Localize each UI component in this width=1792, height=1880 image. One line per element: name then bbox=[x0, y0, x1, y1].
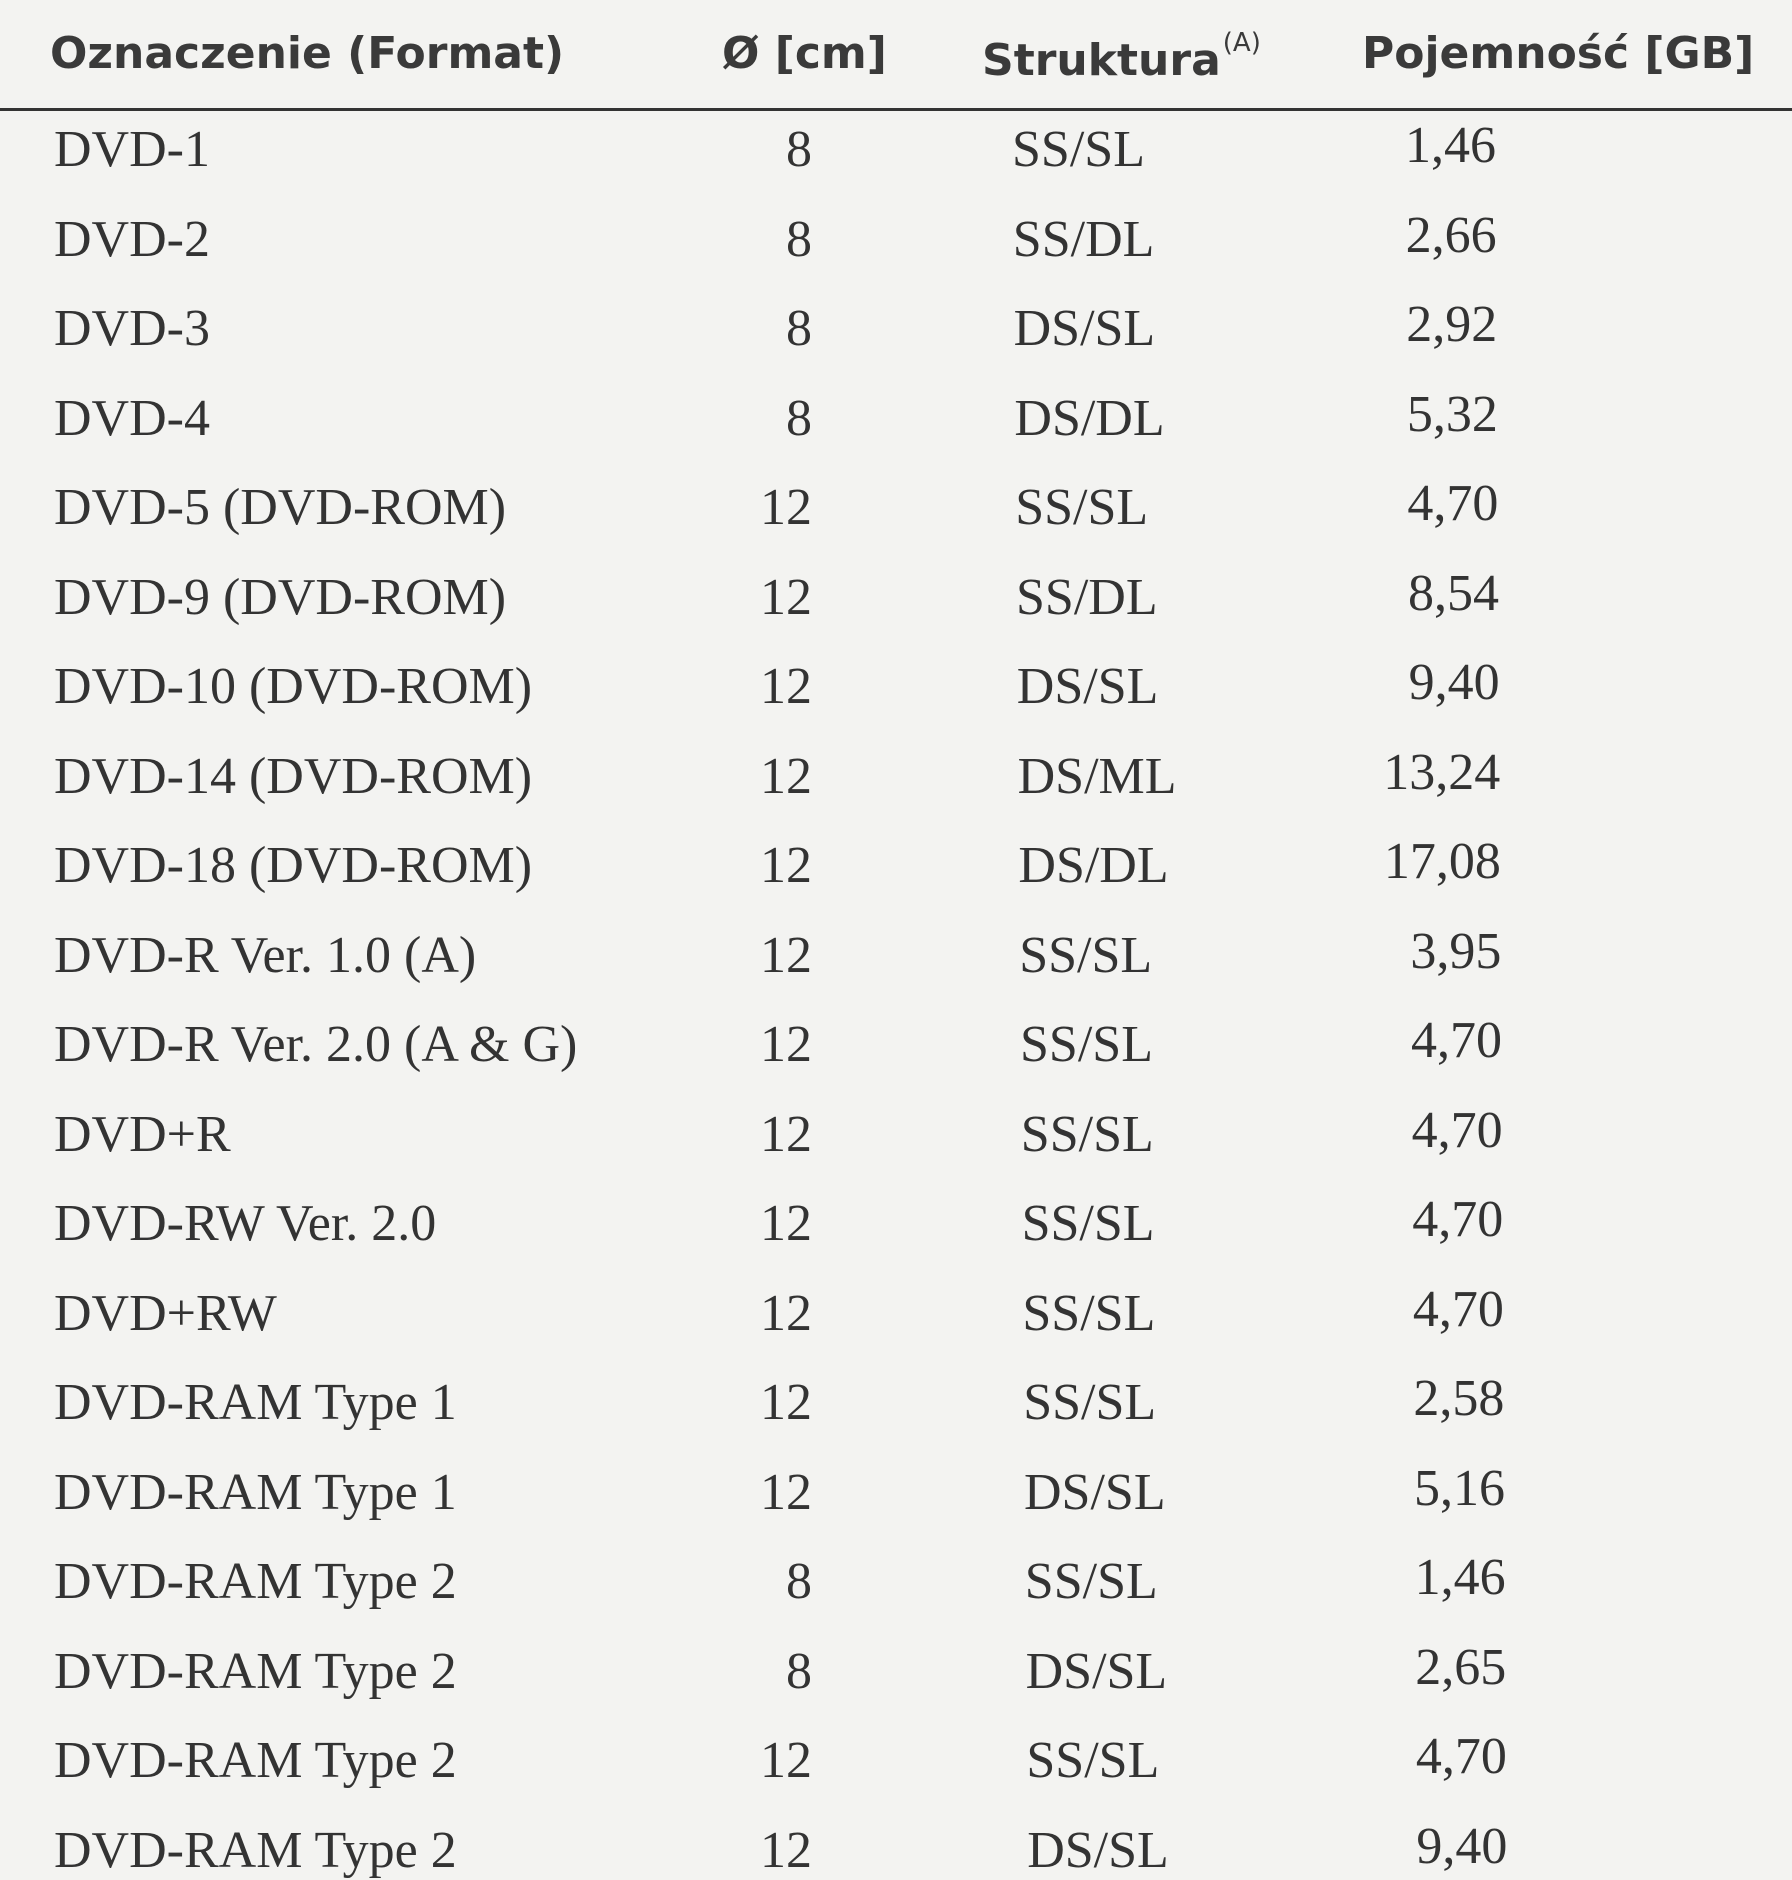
capacity-cell: 9,40 bbox=[1416, 1817, 1508, 1875]
diameter-cell: 12 bbox=[760, 1284, 812, 1342]
diameter-cell: 12 bbox=[760, 1016, 812, 1073]
structure-cell: SS/SL bbox=[1020, 1016, 1153, 1073]
format-cell: DVD-RW Ver. 2.0 bbox=[54, 1195, 437, 1252]
format-cell: DVD+R bbox=[54, 1105, 231, 1163]
capacity-cell: 3,95 bbox=[1410, 922, 1502, 980]
capacity-cell: 5,32 bbox=[1406, 385, 1498, 443]
format-cell: DVD-18 (DVD-ROM) bbox=[54, 837, 533, 894]
format-cell: DVD-R Ver. 2.0 (A & G) bbox=[54, 1016, 578, 1073]
structure-cell: SS/SL bbox=[1021, 1195, 1155, 1252]
diameter-cell: 12 bbox=[760, 1105, 812, 1163]
header-format: Oznaczenie (Format) bbox=[50, 28, 565, 79]
format-cell: DVD-RAM Type 1 bbox=[54, 1374, 457, 1431]
capacity-cell: 4,70 bbox=[1415, 1728, 1507, 1785]
structure-cell: DS/SL bbox=[1027, 1821, 1169, 1879]
header-capacity: Pojemność [GB] bbox=[1362, 28, 1755, 79]
structure-cell: DS/SL bbox=[1025, 1642, 1168, 1700]
diameter-cell: 8 bbox=[786, 1642, 812, 1700]
structure-cell: SS/SL bbox=[1015, 479, 1149, 536]
capacity-cell: 13,24 bbox=[1383, 743, 1501, 801]
diameter-cell: 12 bbox=[760, 568, 812, 626]
capacity-cell: 8,54 bbox=[1408, 564, 1499, 622]
diameter-cell: 12 bbox=[760, 658, 812, 715]
diameter-cell: 12 bbox=[760, 1732, 812, 1789]
structure-cell: SS/SL bbox=[1022, 1284, 1156, 1342]
format-cell: DVD-RAM Type 1 bbox=[54, 1463, 457, 1521]
structure-cell: DS/SL bbox=[1016, 658, 1159, 715]
header-diameter: Ø [cm] bbox=[722, 28, 887, 79]
format-cell: DVD-14 (DVD-ROM) bbox=[54, 747, 533, 805]
diameter-cell: 8 bbox=[786, 121, 812, 178]
structure-cell: SS/SL bbox=[1020, 1105, 1154, 1163]
format-cell: DVD-9 (DVD-ROM) bbox=[54, 568, 507, 626]
structure-cell: DS/ML bbox=[1017, 747, 1177, 805]
capacity-cell: 9,40 bbox=[1408, 654, 1500, 711]
capacity-cell: 2,65 bbox=[1415, 1638, 1507, 1696]
structure-cell: SS/SL bbox=[1012, 121, 1145, 178]
structure-cell: DS/SL bbox=[1013, 300, 1156, 357]
capacity-cell: 4,70 bbox=[1411, 1101, 1503, 1159]
format-cell: DVD-RAM Type 2 bbox=[54, 1553, 457, 1610]
capacity-cell: 5,16 bbox=[1414, 1459, 1505, 1517]
header-rule bbox=[0, 108, 1792, 111]
diameter-cell: 12 bbox=[760, 926, 812, 984]
structure-cell: SS/DL bbox=[1016, 568, 1158, 626]
diameter-cell: 12 bbox=[760, 747, 812, 805]
format-cell: DVD-10 (DVD-ROM) bbox=[54, 658, 533, 715]
capacity-cell: 1,46 bbox=[1405, 117, 1496, 174]
diameter-cell: 12 bbox=[760, 479, 812, 536]
capacity-cell: 2,92 bbox=[1406, 296, 1498, 353]
format-cell: DVD-3 bbox=[54, 300, 210, 357]
capacity-cell: 4,70 bbox=[1412, 1280, 1504, 1338]
diameter-cell: 12 bbox=[760, 1821, 812, 1879]
capacity-cell: 4,70 bbox=[1407, 475, 1499, 532]
format-cell: DVD+RW bbox=[54, 1284, 277, 1342]
format-cell: DVD-R Ver. 1.0 (A) bbox=[54, 926, 477, 984]
diameter-cell: 8 bbox=[786, 210, 812, 268]
capacity-cell: 4,70 bbox=[1412, 1191, 1504, 1248]
structure-cell: SS/SL bbox=[1024, 1553, 1158, 1610]
diameter-cell: 12 bbox=[760, 837, 812, 894]
structure-cell: SS/DL bbox=[1012, 210, 1155, 268]
diameter-cell: 12 bbox=[760, 1374, 812, 1431]
structure-cell: DS/SL bbox=[1024, 1463, 1166, 1521]
format-cell: DVD-4 bbox=[54, 389, 210, 447]
diameter-cell: 12 bbox=[760, 1195, 812, 1252]
structure-cell: DS/DL bbox=[1018, 837, 1169, 894]
capacity-cell: 2,58 bbox=[1413, 1370, 1505, 1427]
diameter-cell: 8 bbox=[786, 389, 812, 447]
capacity-cell: 2,66 bbox=[1405, 206, 1497, 264]
header-structure-text: Struktura bbox=[982, 35, 1221, 86]
capacity-cell: 1,46 bbox=[1414, 1549, 1506, 1606]
structure-cell: SS/SL bbox=[1019, 926, 1153, 984]
header-superscript: (A) bbox=[1222, 28, 1261, 58]
format-cell: DVD-5 (DVD-ROM) bbox=[54, 479, 507, 536]
format-cell: DVD-2 bbox=[54, 210, 210, 268]
diameter-cell: 8 bbox=[786, 300, 812, 357]
structure-cell: SS/SL bbox=[1023, 1374, 1157, 1431]
structure-cell: DS/DL bbox=[1014, 389, 1165, 447]
structure-cell: SS/SL bbox=[1026, 1732, 1160, 1789]
capacity-cell: 4,70 bbox=[1411, 1012, 1502, 1069]
diameter-cell: 8 bbox=[786, 1553, 812, 1610]
format-cell: DVD-RAM Type 2 bbox=[54, 1642, 457, 1700]
diameter-cell: 12 bbox=[760, 1463, 812, 1521]
header-structure: Struktura(A) bbox=[982, 28, 1261, 86]
capacity-cell: 17,08 bbox=[1383, 833, 1501, 890]
format-cell: DVD-1 bbox=[54, 121, 210, 178]
format-cell: DVD-RAM Type 2 bbox=[54, 1732, 457, 1789]
format-cell: DVD-RAM Type 2 bbox=[54, 1821, 457, 1879]
